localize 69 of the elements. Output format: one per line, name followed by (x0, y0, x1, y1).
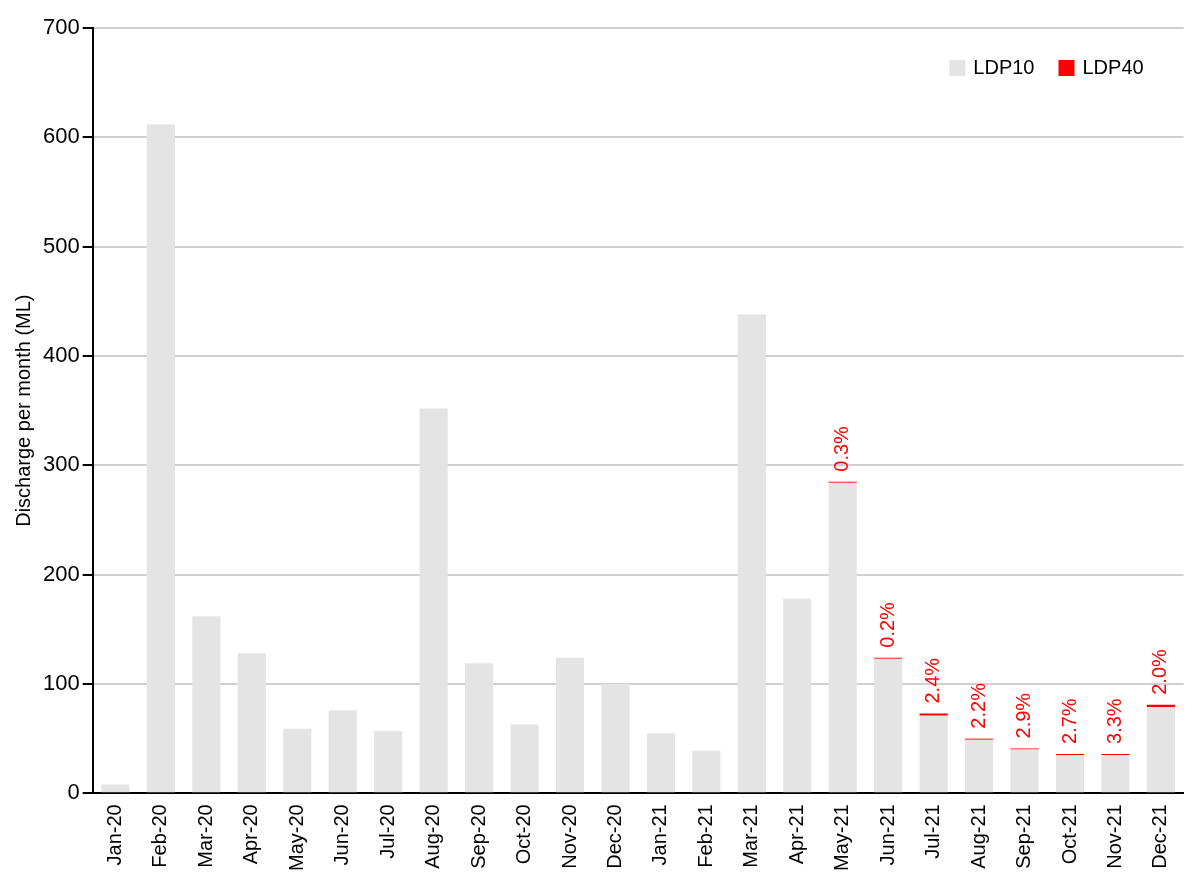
y-tick-label: 300 (42, 451, 80, 477)
x-tick-label: Sep-20 (466, 804, 489, 869)
bar (1010, 749, 1039, 793)
bar (692, 750, 721, 793)
x-tick-label: Oct-20 (512, 804, 535, 865)
bar (419, 408, 448, 793)
x-tick-label: Dec-21 (1148, 804, 1171, 869)
bar (646, 733, 675, 793)
annotation: 2.9% (1012, 692, 1035, 739)
x-tick-label: Sep-21 (1012, 804, 1035, 869)
y-tick-label: 400 (42, 342, 80, 368)
bar (1146, 704, 1176, 707)
bar (1055, 755, 1085, 793)
annotation: 2.7% (1057, 698, 1080, 744)
x-tick-label: Aug-20 (421, 804, 444, 869)
y-tick-label: 500 (42, 232, 80, 258)
bar (328, 710, 357, 793)
annotation: 0.2% (875, 601, 898, 648)
x-tick-label: Jul-20 (375, 804, 398, 859)
bar (101, 784, 130, 793)
bar (237, 653, 266, 793)
bar (919, 715, 948, 793)
legend-label: LDP10 (973, 55, 1035, 78)
x-tick-label: May-21 (830, 804, 853, 872)
x-tick-label: Dec-20 (602, 804, 625, 869)
bar (192, 616, 221, 793)
bar (874, 658, 903, 793)
y-tick-label: 0 (67, 779, 80, 805)
bar (783, 598, 812, 793)
x-tick-label: Jan-20 (102, 804, 125, 866)
x-tick-label: Jun-20 (330, 804, 353, 866)
bar (374, 730, 403, 793)
bar (283, 728, 312, 793)
bar (919, 713, 948, 716)
bar (555, 657, 585, 793)
x-tick-label: Mar-20 (193, 804, 216, 868)
x-tick-label: Nov-21 (1102, 804, 1125, 869)
bar (464, 663, 494, 793)
x-tick-label: Oct-21 (1057, 804, 1080, 865)
y-tick-label: 100 (42, 670, 80, 696)
bar (601, 683, 630, 793)
bar (1101, 755, 1130, 793)
x-tick-label: May-20 (284, 804, 307, 872)
legend-label: LDP40 (1082, 55, 1144, 78)
x-tick-label: Jun-21 (875, 804, 898, 866)
x-tick-label: Feb-20 (148, 804, 171, 868)
y-axis-title: Discharge per month (ML) (11, 294, 34, 527)
bar (737, 314, 766, 793)
bar (965, 739, 994, 793)
x-tick-label: Aug-21 (966, 804, 989, 869)
x-tick-label: Apr-20 (239, 804, 262, 865)
x-tick-label: Apr-21 (784, 804, 807, 865)
bar (510, 724, 539, 793)
x-tick-label: Mar-21 (739, 804, 762, 868)
x-tick-label: Jan-21 (648, 804, 671, 866)
y-tick-label: 200 (42, 560, 80, 586)
annotation: 2.4% (921, 657, 944, 704)
annotation: 0.3% (830, 425, 853, 472)
annotation: 2.2% (966, 682, 989, 729)
bar (1146, 706, 1176, 793)
annotation: 3.3% (1102, 698, 1125, 744)
annotation: 2.0% (1148, 648, 1171, 695)
x-tick-label: Jul-21 (921, 804, 944, 859)
bar (828, 482, 857, 793)
bar (146, 124, 175, 793)
y-tick-label: 700 (42, 14, 80, 40)
y-tick-label: 600 (42, 123, 80, 149)
x-tick-label: Feb-21 (693, 804, 716, 868)
x-tick-label: Nov-20 (557, 804, 580, 869)
